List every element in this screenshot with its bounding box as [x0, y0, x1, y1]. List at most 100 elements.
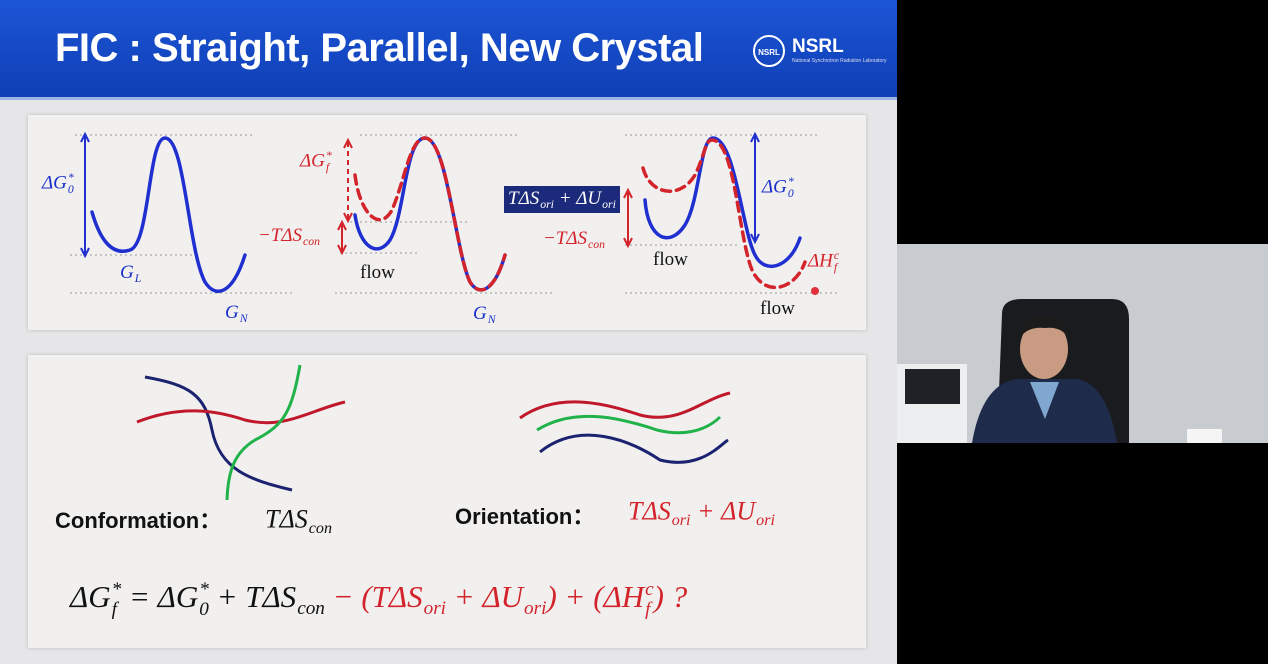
- script-stack: N: [240, 302, 248, 325]
- script-stack: con: [297, 581, 325, 618]
- script-stack: * f: [325, 149, 332, 175]
- label-text: −TΔS: [543, 227, 588, 249]
- label-text: − (TΔS: [324, 579, 423, 615]
- chain-panel: [28, 355, 866, 648]
- label-text: Conformation：: [55, 508, 222, 533]
- logo: NSRL NSRL National Synchrotron Radiation…: [753, 35, 887, 67]
- logo-badge: NSRL: [758, 48, 780, 57]
- label: TΔS con: [265, 506, 332, 537]
- superscript: [756, 498, 775, 513]
- logo-subtitle: National Synchrotron Radiation Laborator…: [792, 58, 887, 64]
- label-text: TΔS: [265, 504, 308, 534]
- equation-right: − (TΔS ori + ΔU ori) + (ΔH c f) ?: [324, 579, 688, 620]
- label-text: + ΔU: [446, 579, 524, 615]
- label: flow: [360, 263, 395, 282]
- superscript: c: [645, 579, 654, 600]
- label-text: ΔG: [762, 176, 787, 198]
- script-stack: ori: [524, 581, 546, 618]
- subscript: con: [308, 519, 332, 537]
- label-text: + ΔU: [690, 496, 756, 526]
- superscript: *: [67, 171, 74, 184]
- logo-name: NSRL: [792, 36, 844, 57]
- slide: FIC : Straight, Parallel, New Crystal NS…: [0, 0, 897, 664]
- script-stack: ori: [602, 188, 616, 211]
- subscript: f: [111, 599, 117, 621]
- label: Conformation：: [55, 510, 221, 532]
- superscript: [602, 188, 616, 199]
- superscript: [297, 581, 325, 598]
- label: −TΔS con: [543, 228, 605, 251]
- label: Orientation：: [455, 506, 594, 528]
- webcam-scene: [897, 244, 1268, 443]
- subscript: f: [325, 161, 330, 175]
- diagram-curves: [70, 131, 840, 501]
- superscript: [588, 228, 605, 239]
- superscript: [135, 262, 142, 273]
- subscript: 0: [199, 599, 209, 621]
- equation-left: ΔG * f = ΔG * 0 + TΔS con: [70, 579, 325, 620]
- superscript: *: [199, 579, 209, 600]
- subscript: N: [487, 312, 496, 326]
- label-text: G: [120, 261, 134, 283]
- label-text: ΔG: [42, 172, 67, 194]
- superscript: [524, 581, 546, 598]
- superscript: c: [833, 249, 840, 262]
- superscript: [488, 303, 496, 314]
- subscript: ori: [756, 511, 775, 529]
- label: ΔG * f: [300, 149, 332, 175]
- superscript: [672, 498, 691, 513]
- subscript: ori: [524, 597, 547, 619]
- script-stack: con: [309, 506, 332, 537]
- label-text: ) + (ΔH: [546, 579, 645, 615]
- label: ΔG * 0: [42, 171, 74, 197]
- label: flow: [760, 299, 795, 318]
- label: −TΔS con: [258, 225, 320, 248]
- label-text: G: [473, 302, 487, 324]
- script-stack: ori: [424, 581, 446, 618]
- label-text: flow: [760, 298, 795, 319]
- webcam-video: [897, 244, 1268, 443]
- subscript: 0: [787, 187, 794, 201]
- superscript: [309, 506, 332, 521]
- label-text: ΔH: [808, 250, 833, 272]
- label: ΔG * 0: [762, 175, 794, 201]
- equation: ΔG * f = ΔG * 0 + TΔS con − (TΔS ori + ΔU ori) …: [70, 579, 688, 620]
- label-text: TΔS: [628, 496, 671, 526]
- label-text: + TΔS: [208, 579, 297, 615]
- slide-title: FIC : Straight, Parallel, New Crystal: [55, 26, 704, 70]
- subscript: L: [134, 271, 142, 285]
- script-stack: N: [488, 303, 496, 326]
- subscript: con: [588, 237, 606, 251]
- script-stack: * 0: [199, 579, 209, 621]
- label-text: ΔG: [300, 150, 325, 172]
- superscript: [303, 225, 320, 236]
- script-stack: * f: [111, 579, 122, 621]
- slide-header: FIC : Straight, Parallel, New Crystal NS…: [0, 0, 897, 100]
- subscript: con: [303, 234, 321, 248]
- script-stack: con: [588, 228, 605, 251]
- script-stack: * 0: [787, 175, 794, 201]
- superscript: *: [325, 149, 332, 162]
- label-text: flow: [360, 262, 395, 283]
- subscript: ori: [423, 597, 447, 619]
- label-text: TΔS: [508, 187, 540, 209]
- script-stack: L: [135, 262, 142, 285]
- subscript: f: [645, 599, 651, 621]
- superscript: *: [111, 579, 122, 600]
- script-stack: ori: [756, 498, 775, 529]
- superscript: [540, 188, 554, 199]
- label: ΔH c f: [808, 249, 840, 275]
- label-text: ) ?: [653, 579, 688, 615]
- subscript: con: [297, 597, 325, 619]
- subscript: ori: [602, 197, 616, 211]
- script-stack: ori: [672, 498, 691, 529]
- superscript: [240, 302, 248, 313]
- label-text: G: [225, 301, 239, 323]
- subscript: ori: [540, 197, 554, 211]
